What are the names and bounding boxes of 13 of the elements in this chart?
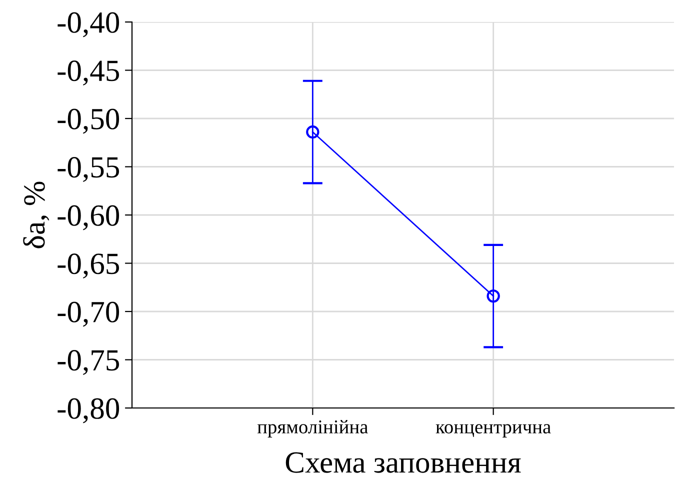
y-tick-label: -0,75 xyxy=(58,350,119,376)
x-axis-title: Схема заповнення xyxy=(286,452,521,473)
y-tick-label: -0,70 xyxy=(58,302,120,327)
x-tick-label: концентрична xyxy=(436,424,551,438)
y-tick-label: -0,65 xyxy=(58,254,119,279)
y-axis-title: δa, % xyxy=(23,182,50,248)
y-tick-label: -0,55 xyxy=(58,157,119,182)
x-tick-label: прямолінійна xyxy=(257,420,368,438)
y-tick-label: -0,60 xyxy=(58,205,120,230)
y-tick-label: -0,40 xyxy=(58,12,120,38)
y-tick-label: -0,50 xyxy=(58,108,120,134)
y-tick-label: -0,45 xyxy=(58,60,119,86)
y-tick-label: -0,80 xyxy=(58,398,120,424)
